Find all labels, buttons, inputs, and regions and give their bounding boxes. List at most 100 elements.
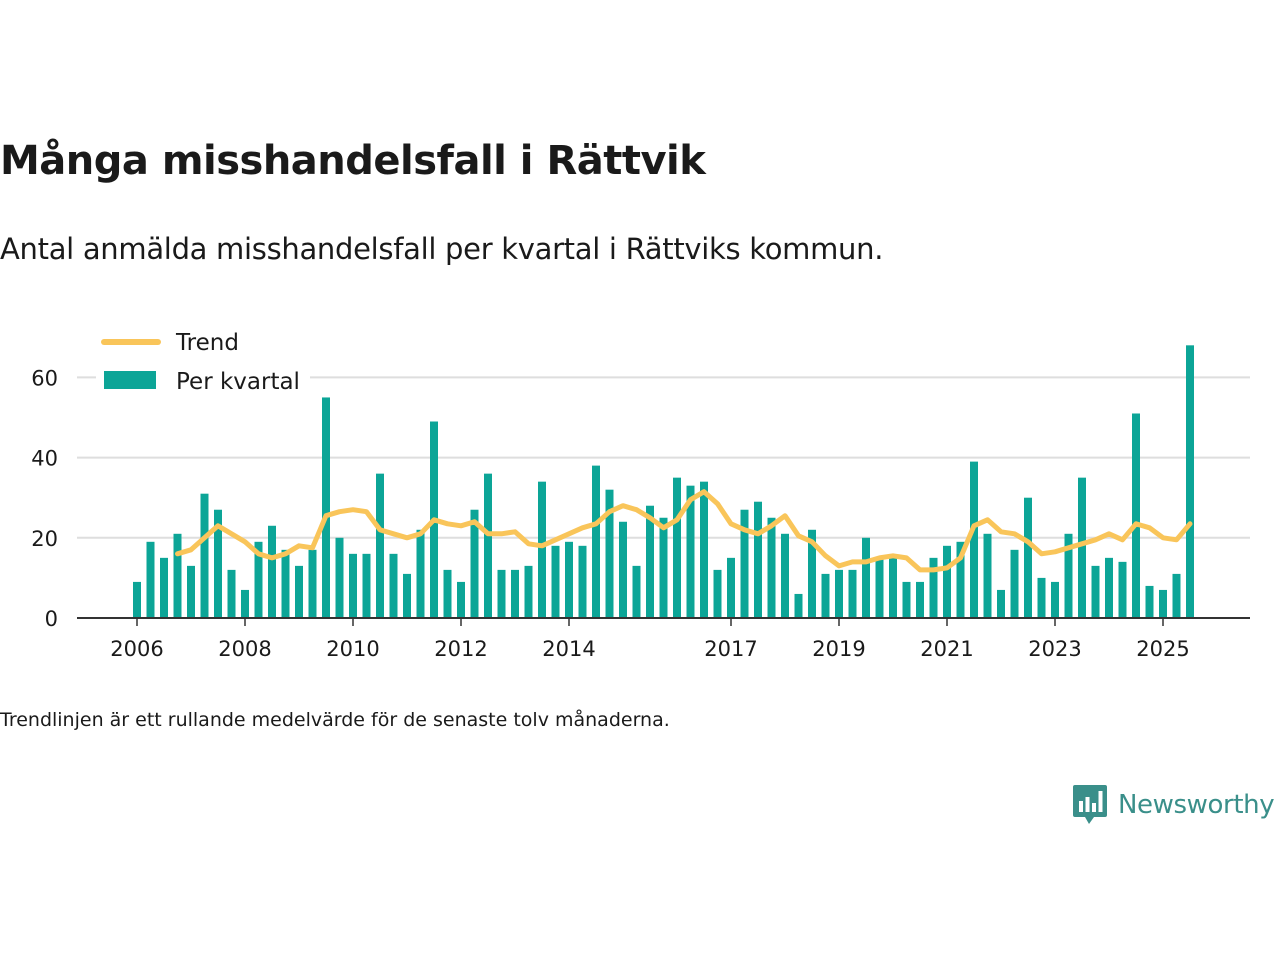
bar [133, 581, 141, 618]
bar [808, 529, 816, 618]
bar [619, 521, 627, 618]
bar [551, 545, 560, 618]
bar [1145, 585, 1154, 618]
bar [983, 533, 992, 618]
chart-subtitle: Antal anmälda misshandelsfall per kvarta… [0, 232, 884, 266]
bar [1037, 577, 1046, 618]
bar [403, 573, 411, 618]
trend-line [175, 489, 1193, 573]
bar [754, 501, 762, 618]
bar [1186, 345, 1194, 618]
bar [1051, 581, 1059, 618]
x-axis: 2006 2008 2010 2012 2014 2017 2019 2021 2023 2025 [77, 617, 1250, 661]
y-tick-label: 20 [31, 527, 58, 551]
bar [875, 557, 884, 618]
bar [889, 557, 897, 618]
bar [349, 553, 357, 618]
bar [308, 549, 317, 618]
x-tick-label: 2008 [218, 637, 271, 661]
bar [470, 509, 479, 618]
bar [322, 397, 330, 618]
x-tick-label: 2025 [1136, 637, 1189, 661]
bar [848, 569, 857, 618]
gridlines [77, 376, 1250, 539]
x-tick-label: 2012 [434, 637, 487, 661]
bar [902, 581, 911, 618]
bar [862, 537, 870, 618]
chart: 0 20 40 60 2006 2008 2010 2012 2014 2017 2019 2021… [31, 322, 1250, 661]
bar [416, 529, 425, 618]
bar [146, 541, 155, 618]
bar [592, 465, 600, 618]
bar [389, 553, 398, 618]
bar [160, 557, 168, 618]
bar [646, 505, 654, 618]
bar [1078, 477, 1086, 618]
x-tick-label: 2023 [1028, 637, 1081, 661]
bar [254, 541, 263, 618]
bar [835, 569, 843, 618]
bar [1132, 413, 1140, 618]
bar [173, 533, 182, 618]
bar [605, 489, 614, 618]
bar [511, 569, 519, 618]
bar [538, 481, 546, 618]
bar [686, 485, 695, 618]
trend-series [175, 489, 1193, 573]
bar [295, 565, 303, 618]
bar [727, 557, 735, 618]
y-tick-label: 60 [31, 366, 58, 390]
bar [1010, 549, 1019, 618]
bar [916, 581, 924, 618]
bar [929, 557, 938, 618]
bar [794, 593, 803, 618]
bar [970, 461, 978, 618]
legend-trend-label: Trend [175, 330, 239, 356]
bar [524, 565, 533, 618]
bar [997, 589, 1005, 618]
bar [740, 509, 749, 618]
y-tick-label: 40 [31, 447, 58, 471]
x-tick-label: 2010 [326, 637, 379, 661]
legend-bar-swatch [104, 371, 156, 389]
x-tick-label: 2014 [542, 637, 595, 661]
bar [821, 573, 830, 618]
bar [443, 569, 452, 618]
bar [335, 537, 344, 618]
footnote: Trendlinjen är ett rullande medelvärde f… [0, 709, 670, 731]
bar [214, 509, 222, 618]
bar [227, 569, 236, 618]
bar [956, 541, 965, 618]
bar [781, 533, 789, 618]
bar [457, 581, 465, 618]
bar [1105, 557, 1113, 618]
x-tick-label: 2019 [812, 637, 865, 661]
newsworthy-logo-icon [1073, 785, 1107, 824]
legend: Trend Per kvartal [96, 322, 310, 398]
bar [281, 549, 290, 618]
bar [632, 565, 641, 618]
bar [241, 589, 249, 618]
bar [673, 477, 681, 618]
brand-name: Newsworthy [1118, 790, 1275, 820]
bar [565, 541, 573, 618]
bar [497, 569, 506, 618]
x-tick-label: 2006 [110, 637, 163, 661]
bar [1159, 589, 1167, 618]
bar [376, 473, 384, 618]
chart-title: Många misshandelsfall i Rättvik [0, 138, 706, 184]
bar [767, 517, 776, 618]
y-axis-ticks: 0 20 40 60 [31, 366, 58, 631]
bar [1024, 497, 1032, 618]
bar [713, 569, 722, 618]
bar [200, 493, 209, 618]
bar [943, 545, 951, 618]
bar [659, 517, 668, 618]
x-tick-label: 2017 [704, 637, 757, 661]
brand: Newsworthy [1072, 784, 1275, 826]
bar [1064, 533, 1073, 618]
bar [1091, 565, 1100, 618]
bar [578, 545, 587, 618]
bar [484, 473, 492, 618]
y-tick-label: 0 [45, 607, 58, 631]
